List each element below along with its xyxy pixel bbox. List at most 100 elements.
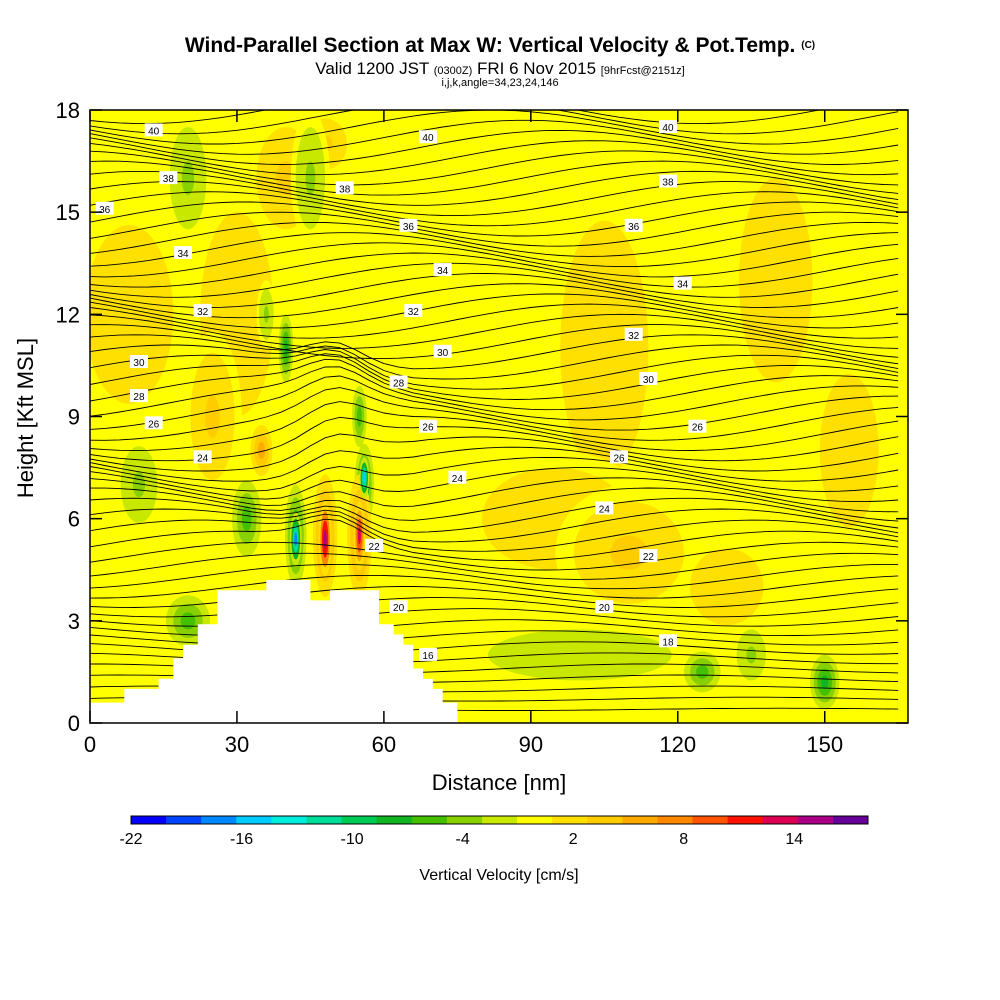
contour-label: 40 — [658, 120, 677, 134]
colorbar-tick-label: 8 — [679, 831, 688, 848]
contour-label-bg — [595, 600, 614, 614]
x-tick-label: 120 — [659, 732, 696, 757]
contour-label: 26 — [688, 419, 707, 434]
contour-label-bg — [144, 416, 163, 430]
colorbar-swatch — [376, 816, 413, 824]
velocity-cell — [746, 646, 757, 664]
x-tick-label: 0 — [84, 732, 96, 757]
y-tick-label: 15 — [56, 200, 80, 225]
contour-label-text: 20 — [393, 603, 405, 614]
contour-label-text: 34 — [677, 280, 689, 291]
theta-contour-line — [90, 119, 899, 155]
velocity-cell — [257, 442, 266, 460]
subtitle-utc: (0300Z) — [433, 65, 473, 77]
contour-label-text: 30 — [133, 358, 145, 369]
contour-label: 36 — [95, 201, 114, 216]
contour-label-bg — [404, 303, 423, 317]
theta-contour-line — [90, 541, 899, 571]
contour-label-bg — [595, 501, 614, 515]
colorbar-swatch — [587, 816, 623, 824]
theta-contour-line — [90, 487, 899, 522]
velocity-cell — [714, 574, 740, 600]
y-tick-label: 9 — [68, 405, 80, 430]
contour-label-text: 40 — [148, 126, 160, 137]
contour-label: 26 — [418, 419, 437, 434]
contour-label: 24 — [193, 450, 212, 464]
contour-label-bg — [174, 246, 193, 260]
contour-label: 28 — [389, 375, 408, 389]
x-tick-label: 60 — [372, 732, 396, 757]
theta-contour-line — [90, 334, 899, 370]
colorbar-swatch — [236, 816, 272, 824]
contour-label: 24 — [448, 470, 467, 485]
contour-label-text: 38 — [339, 184, 351, 195]
theta-contour-line — [90, 416, 899, 462]
chart-subtitle: Valid 1200 JST (0300Z) FRI 6 Nov 2015 [9… — [0, 60, 1000, 80]
contour-label: 40 — [418, 130, 437, 144]
subtitle-valid: Valid 1200 JST — [315, 59, 429, 78]
contour-label-bg — [399, 218, 418, 232]
contour-label-text: 24 — [599, 504, 611, 515]
contour-label: 38 — [159, 171, 178, 185]
contour-label-bg — [673, 276, 692, 290]
theta-contour-line — [90, 313, 899, 349]
theta-contour-line — [90, 467, 899, 503]
theta-contour-line — [90, 129, 899, 165]
velocity-cell — [696, 665, 709, 679]
colorbar-tick-label: 14 — [785, 831, 803, 848]
contour-label: 18 — [658, 634, 677, 648]
contour-label-text: 30 — [643, 375, 655, 386]
velocity-cell — [323, 529, 327, 549]
contour-label-text: 34 — [178, 249, 190, 260]
colorbar-swatch — [481, 816, 518, 824]
theta-contour-line — [90, 446, 899, 482]
contour-label: 30 — [433, 344, 452, 359]
theta-contour-line — [90, 140, 899, 176]
colorbar-swatch — [622, 816, 658, 824]
colorbar-swatch — [657, 816, 694, 824]
velocity-cell — [356, 406, 362, 427]
contour-label-bg — [129, 389, 148, 403]
contour-label-bg — [658, 120, 677, 134]
colorbar-title: Vertical Velocity [cm/s] — [419, 867, 578, 884]
contour-label: 28 — [129, 389, 148, 403]
contour-label-text: 36 — [628, 222, 640, 233]
colorbar-tick-label: -4 — [456, 831, 470, 848]
contour-label-bg — [389, 600, 408, 614]
contour-label: 36 — [624, 218, 643, 233]
contour-label-text: 36 — [99, 205, 111, 216]
velocity-cell — [294, 532, 298, 546]
theta-contour-line — [90, 181, 899, 217]
contour-label: 22 — [365, 538, 384, 553]
contour-label-bg — [433, 263, 452, 277]
contour-label: 20 — [389, 600, 408, 614]
contour-label-bg — [639, 549, 658, 563]
contour-label-text: 38 — [163, 174, 175, 185]
velocity-cell — [589, 305, 620, 391]
contour-label-bg — [418, 647, 437, 661]
contour-label: 34 — [174, 246, 193, 260]
colorbar-tick-label: -22 — [119, 831, 142, 848]
velocity-cell — [357, 527, 361, 545]
contour-label: 32 — [193, 303, 212, 318]
y-tick-label: 12 — [56, 302, 80, 327]
contour-label-text: 20 — [599, 603, 611, 614]
theta-contour-line — [90, 191, 899, 227]
velocity-cell — [839, 425, 860, 477]
colorbar-swatch — [832, 816, 869, 824]
theta-contour-line — [90, 150, 899, 186]
contour-label-bg — [129, 355, 148, 369]
theta-contour-line — [90, 349, 899, 390]
theta-contour-line — [90, 293, 899, 329]
y-axis-title: Height [Kft MSL] — [13, 338, 38, 498]
theta-contour-line — [90, 110, 822, 125]
contour-label-text: 18 — [662, 637, 674, 648]
contour-label: 34 — [673, 276, 692, 291]
velocity-cell — [180, 612, 196, 630]
theta-contour-line — [90, 201, 899, 237]
velocity-cell — [224, 280, 250, 349]
copyright-mark: (C) — [801, 40, 816, 51]
contour-label: 22 — [639, 549, 658, 563]
contour-label-text: 32 — [408, 307, 420, 318]
